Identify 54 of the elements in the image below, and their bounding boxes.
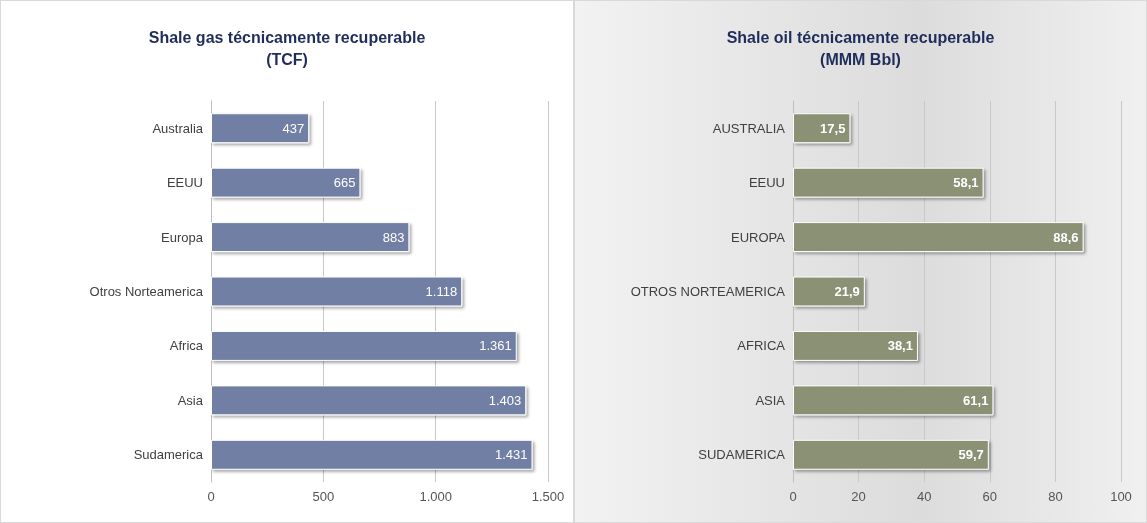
bar (793, 330, 918, 361)
y-tick-label: EEUU (166, 175, 203, 191)
bar (211, 167, 361, 198)
y-tick-label: Sudamerica (133, 447, 204, 463)
bar (793, 167, 984, 198)
y-tick-label: Australia (152, 120, 204, 136)
data-label: 1.403 (488, 392, 522, 408)
x-tick-label: 1.000 (419, 489, 452, 504)
x-tick-label: 0 (207, 489, 215, 504)
y-tick-label: EUROPA (731, 229, 786, 245)
data-label: 21,9 (834, 284, 860, 299)
y-tick-label: ASIA (755, 392, 786, 408)
x-tick-label: 40 (916, 489, 932, 504)
y-tick-label: SUDAMERICA (698, 447, 786, 463)
bar (793, 385, 994, 416)
bar (793, 276, 865, 307)
data-label: 883 (382, 229, 405, 245)
x-tick-label: 500 (312, 489, 335, 504)
chart-title: Shale gas técnicamente recuperable (TCF) (148, 28, 426, 68)
x-tick-label: 0 (789, 489, 797, 504)
data-label: 88,6 (1053, 229, 1079, 245)
y-tick-label: Asia (177, 392, 204, 408)
y-tick-label: AFRICA (737, 338, 786, 354)
y-tick-label: EEUU (748, 175, 785, 191)
bar (793, 439, 989, 470)
bar (211, 385, 527, 416)
x-tick-label: 1.500 (531, 489, 565, 504)
bar (211, 276, 463, 307)
y-tick-label: OTROS NORTEAMERICA (630, 284, 786, 299)
x-tick-label: 20 (851, 489, 866, 504)
data-label: 59,7 (958, 447, 984, 463)
x-tick-label: 100 (1110, 489, 1132, 504)
bar (211, 113, 310, 144)
data-label: 38,1 (887, 338, 913, 354)
data-label: 665 (333, 175, 356, 191)
data-label: 61,1 (963, 392, 989, 408)
x-tick-label: 80 (1048, 489, 1063, 504)
data-label: 1.361 (479, 338, 512, 354)
data-label: 17,5 (820, 120, 846, 136)
bar (211, 330, 517, 361)
bar (793, 222, 1084, 253)
bar (211, 439, 533, 470)
data-label: 1.431 (494, 447, 528, 463)
data-label: 58,1 (953, 175, 979, 191)
x-tick-label: 60 (982, 489, 998, 504)
chart-title: Shale oil técnicamente recuperable (MMM Bbl) (726, 28, 995, 68)
y-tick-label: Otros Norteamerica (89, 284, 204, 299)
y-tick-label: Africa (169, 338, 204, 354)
bar (793, 113, 851, 144)
y-tick-label: AUSTRALIA (712, 120, 786, 136)
data-label: 1.118 (425, 284, 458, 299)
bar (211, 222, 410, 253)
y-tick-label: Europa (161, 229, 204, 245)
data-label: 437 (282, 120, 305, 136)
